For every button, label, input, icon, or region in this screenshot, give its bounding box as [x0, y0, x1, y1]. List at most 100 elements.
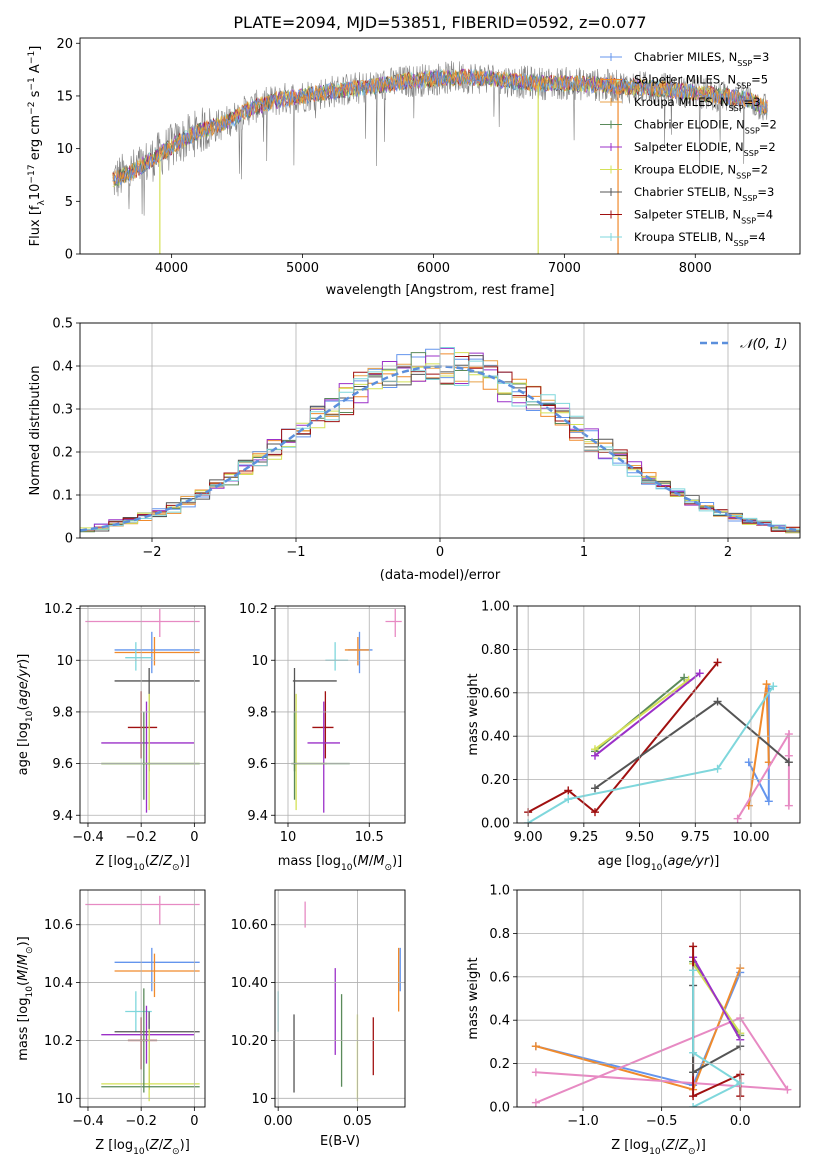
- y-tick-label: 0.0: [489, 1101, 510, 1116]
- panel-mass-vs-EBV: 0.00 0.05 10 10.20 10.40 10.60 E(B-V): [231, 889, 406, 1149]
- x-tick-label: 0.00: [264, 1114, 293, 1129]
- y-tick-label: 10.2: [44, 602, 73, 617]
- panel-mass-weight-vs-age: 9.00 9.25 9.50 9.75 10.00 0.00 0.20 0.40 0.60 0.8…: [466, 600, 801, 873]
- x-tick-label: 0: [436, 545, 444, 560]
- axes-frame: [274, 889, 406, 1108]
- panel-mass-vs-Z: −0.4 −0.2 0 10 10.2 10.4 10.6 Z [log10(Z/Z⊙)] ma…: [16, 889, 206, 1157]
- legend-label: Kroupa STELIB, NSSP=4: [634, 230, 766, 248]
- panel-age-vs-mass: 10 10.5 9.4 9.6 9.8 10 10.2 mass [log10(M/M⊙)]: [239, 602, 406, 873]
- x-axis-label: mass [log10(M/M⊙)]: [278, 854, 402, 873]
- x-tick-label: 0: [190, 830, 198, 845]
- x-tick-label: 10.00: [732, 830, 769, 845]
- y-tick-label: 10: [251, 1092, 268, 1107]
- y-axis-label: mass [log10(M/M⊙)]: [16, 936, 35, 1060]
- x-axis-label: Z [log10(Z/Z⊙)]: [611, 1138, 706, 1157]
- y-tick-label: 10: [251, 654, 268, 669]
- axes-frame: [516, 605, 801, 824]
- y-tick-label: 0.20: [481, 773, 510, 788]
- axes-frame: [79, 322, 801, 539]
- x-tick-label: 9.00: [514, 830, 543, 845]
- plot-area: [531, 942, 792, 1107]
- panel-residuals: −2 −1 0 1 2 0 0.1 0.2 0.3 0.4 0.5 𝒩(0, 1) (data-mode…: [28, 317, 801, 583]
- y-tick-label: 0: [65, 532, 73, 547]
- plot-area: [112, 60, 768, 254]
- y-tick-label: 9.8: [247, 705, 268, 720]
- legend-label: 𝒩(0, 1): [740, 337, 787, 352]
- panel-mass-weight-vs-Z: −1.0 −0.5 0.0 0.0 0.2 0.4 0.6 0.8 1.0 Z [log10(Z/…: [466, 884, 801, 1157]
- figure-title: PLATE=2094, MJD=53851, FIBERID=0592, z=0…: [233, 13, 646, 32]
- y-tick-label: 10: [56, 654, 73, 669]
- y-tick-label: 10.60: [231, 918, 268, 933]
- x-axis-label: E(B-V): [320, 1134, 360, 1149]
- plot-area: [291, 608, 402, 813]
- y-tick-label: 0.4: [489, 1014, 510, 1029]
- plot-area: [524, 658, 793, 823]
- y-axis-label: mass weight: [466, 957, 481, 1039]
- x-tick-label: 7000: [548, 261, 581, 276]
- y-tick-label: 0.5: [52, 317, 73, 332]
- legend-label: Chabrier STELIB, NSSP=3: [634, 185, 774, 203]
- x-tick-label: 0.05: [343, 1114, 372, 1129]
- y-axis-label: age [log10(age/yr)]: [16, 654, 35, 776]
- axes-frame: [516, 889, 801, 1108]
- axes-frame: [79, 889, 206, 1108]
- x-tick-label: 1: [580, 545, 588, 560]
- weight-line: [692, 970, 743, 1107]
- x-axis-label: Z [log10(Z/Z⊙)]: [95, 854, 190, 873]
- x-tick-label: 9.25: [569, 830, 598, 845]
- y-tick-label: 10.4: [44, 976, 73, 991]
- y-tick-label: 0.2: [52, 446, 73, 461]
- y-tick-label: 10: [56, 1092, 73, 1107]
- x-axis-label: age [log10(age/yr)]: [598, 854, 720, 873]
- weight-line: [594, 678, 690, 751]
- x-tick-label: −0.2: [125, 830, 157, 845]
- y-tick-label: 10.6: [44, 918, 73, 933]
- weight-line: [736, 730, 790, 820]
- x-tick-label: −0.2: [125, 1114, 157, 1129]
- legend-label: Chabrier ELODIE, NSSP=2: [634, 118, 777, 136]
- x-tick-label: −1: [286, 545, 305, 560]
- y-axis-label: mass weight: [466, 673, 481, 755]
- y-tick-label: 10.20: [231, 1034, 268, 1049]
- y-tick-label: 0.6: [489, 970, 510, 985]
- x-tick-label: −2: [142, 545, 161, 560]
- y-tick-label: 9.6: [247, 757, 268, 772]
- x-tick-label: −1.0: [567, 1114, 599, 1129]
- y-tick-label: 0.1: [52, 489, 73, 504]
- x-axis-label: (data-model)/error: [380, 568, 501, 583]
- axes-frame: [274, 605, 406, 824]
- y-tick-label: 0.3: [52, 403, 73, 418]
- y-tick-label: 0.80: [481, 643, 510, 658]
- y-tick-label: 5: [65, 195, 73, 210]
- plot-area: [85, 895, 200, 1102]
- y-tick-label: 0: [65, 248, 73, 263]
- y-tick-label: 0.00: [481, 817, 510, 832]
- x-axis-label: wavelength [Angstrom, rest frame]: [326, 283, 555, 298]
- legend-label: Salpeter STELIB, NSSP=4: [634, 208, 773, 226]
- axes-frame: [79, 605, 206, 824]
- y-tick-label: 0.4: [52, 360, 73, 375]
- y-tick-label: 20: [56, 37, 73, 52]
- legend-label: Kroupa ELODIE, NSSP=2: [634, 163, 768, 181]
- plot-area: [85, 608, 200, 813]
- x-tick-label: 8000: [679, 261, 712, 276]
- x-tick-label: 5000: [286, 261, 319, 276]
- panel-spectrum: 4000 5000 6000 7000 8000 0 5 10 15 20 Chabrier MIL…: [27, 37, 801, 298]
- y-tick-label: 15: [56, 89, 73, 104]
- axes-frame: [79, 37, 801, 255]
- x-tick-label: −0.4: [72, 1114, 104, 1129]
- y-tick-label: 9.8: [52, 705, 73, 720]
- x-tick-label: 10: [280, 830, 297, 845]
- y-tick-label: 10: [56, 142, 73, 157]
- y-axis-label: Flux [fλ10−17 erg cm−2 s−1 A−1]: [27, 46, 47, 247]
- y-tick-label: 0.60: [481, 686, 510, 701]
- x-tick-label: −0.5: [646, 1114, 678, 1129]
- y-tick-label: 0.8: [489, 927, 510, 942]
- weight-line: [527, 661, 719, 814]
- y-tick-label: 1.0: [489, 884, 510, 899]
- y-tick-label: 10.2: [44, 1034, 73, 1049]
- y-axis-label: Normed distribution: [28, 366, 43, 496]
- legend-label: Salpeter MILES, NSSP=5: [634, 73, 768, 91]
